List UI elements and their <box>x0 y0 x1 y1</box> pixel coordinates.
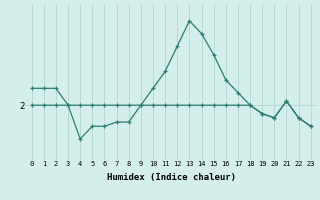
X-axis label: Humidex (Indice chaleur): Humidex (Indice chaleur) <box>107 173 236 182</box>
